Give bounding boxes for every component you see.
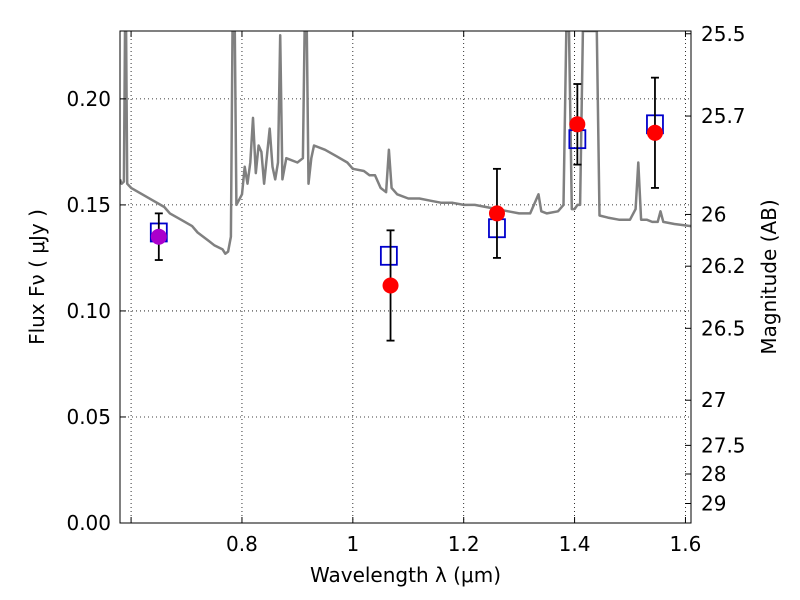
observed-circle-marker [569,116,586,133]
x-tick-label: 1.2 [448,532,480,556]
observed-photometry-points [150,116,663,294]
y-tick-label: 0.15 [66,193,111,217]
y2-tick-label: 25.5 [701,22,746,46]
y2-tick-label: 26.5 [701,316,746,340]
model-square-marker [379,245,398,266]
y2-tick-label: 26 [701,202,726,226]
axis-ticks: 0.8 1 1.2 1.4 1.6 0.00 0.05 0.10 0.15 0.20 25.5 25.… [66,22,745,556]
grid-lines [120,31,691,524]
x-tick-label: 1 [346,532,359,556]
y2-tick-label: 27.5 [701,433,746,457]
x-tick-label: 1.4 [559,532,591,556]
plot-frame [119,30,692,524]
model-spectrum [120,31,691,255]
y-tick-label: 0.00 [66,511,111,535]
y2-tick-label: 27 [701,388,726,412]
y2-tick-label: 26.2 [701,254,746,278]
observed-circle-marker [382,277,399,294]
model-photometry-squares [149,114,664,266]
observed-circle-marker [488,205,505,222]
y2-axis-label: Magnitude (AB) [757,199,781,354]
observed-circle-marker [150,228,167,245]
y2-tick-label: 25.7 [701,104,746,128]
y-tick-label: 0.05 [66,405,111,429]
y2-tick-label: 29 [701,491,726,515]
observed-circle-marker [646,124,663,141]
y-tick-label: 0.10 [66,299,111,323]
y-tick-label: 0.20 [66,87,111,111]
y-axis-label: Flux Fν ( μJy ) [25,209,49,345]
spectrum-line [120,31,691,255]
x-axis-label: Wavelength λ (μm) [310,563,501,587]
x-tick-label: 0.8 [226,532,258,556]
x-tick-label: 1.6 [670,532,702,556]
y2-tick-label: 28 [701,462,726,486]
